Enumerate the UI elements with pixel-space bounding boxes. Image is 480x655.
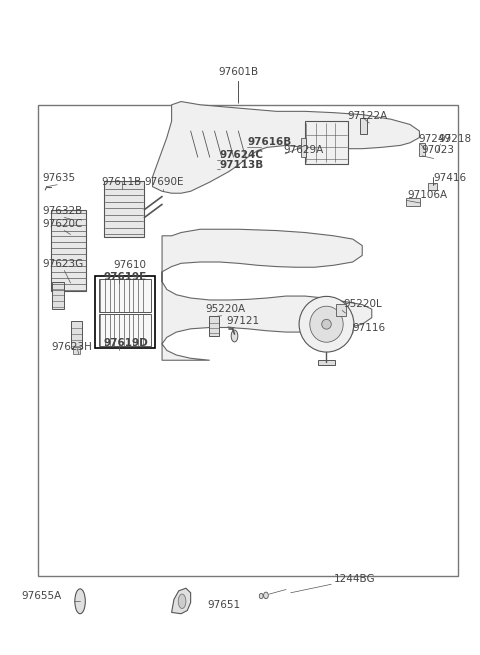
Text: 97623G: 97623G xyxy=(42,259,83,269)
Text: 97122A: 97122A xyxy=(347,111,387,121)
Bar xyxy=(318,360,335,365)
Bar xyxy=(52,282,64,309)
Text: 97601B: 97601B xyxy=(218,67,258,77)
Text: 97218: 97218 xyxy=(439,134,472,144)
Text: 97611B: 97611B xyxy=(101,177,142,187)
Bar xyxy=(99,279,151,312)
Text: 97023: 97023 xyxy=(422,145,455,155)
Ellipse shape xyxy=(75,589,85,614)
Text: 97651: 97651 xyxy=(207,601,240,610)
Bar xyxy=(305,121,348,164)
Text: 97620C: 97620C xyxy=(42,219,82,229)
Text: 97610: 97610 xyxy=(113,260,146,270)
Text: 97249: 97249 xyxy=(419,134,452,144)
Ellipse shape xyxy=(178,594,186,608)
Ellipse shape xyxy=(264,592,268,599)
Ellipse shape xyxy=(299,297,354,352)
Ellipse shape xyxy=(310,307,343,342)
Polygon shape xyxy=(171,588,191,614)
Bar xyxy=(360,118,367,134)
Text: 97616B: 97616B xyxy=(248,138,292,147)
Text: 1244BG: 1244BG xyxy=(334,574,375,584)
Bar xyxy=(336,304,346,316)
Text: 97116: 97116 xyxy=(353,323,386,333)
Text: 97635: 97635 xyxy=(42,174,75,183)
Text: 95220L: 95220L xyxy=(343,299,382,309)
Text: 97623H: 97623H xyxy=(51,343,92,352)
Bar xyxy=(38,105,457,576)
Text: 97690E: 97690E xyxy=(144,177,184,187)
Text: 97106A: 97106A xyxy=(408,190,448,200)
Text: 97629A: 97629A xyxy=(284,145,324,155)
Text: 97113B: 97113B xyxy=(219,160,264,170)
Text: 97416: 97416 xyxy=(434,174,467,183)
Text: 97624C: 97624C xyxy=(219,151,263,160)
Ellipse shape xyxy=(259,593,263,599)
Bar xyxy=(71,321,83,348)
Text: 97121: 97121 xyxy=(227,316,260,326)
Ellipse shape xyxy=(322,320,331,329)
Bar xyxy=(99,314,151,346)
Bar xyxy=(51,210,86,291)
Bar xyxy=(301,138,306,157)
Bar xyxy=(420,143,425,156)
Text: 97632B: 97632B xyxy=(42,206,82,216)
Text: 97619E: 97619E xyxy=(104,272,147,282)
Bar xyxy=(406,198,420,206)
Ellipse shape xyxy=(231,330,238,342)
Polygon shape xyxy=(162,229,372,360)
Bar xyxy=(104,181,144,237)
Text: 97655A: 97655A xyxy=(22,591,62,601)
Polygon shape xyxy=(153,102,420,193)
Text: 97619D: 97619D xyxy=(104,339,149,348)
Bar xyxy=(73,347,80,354)
Bar xyxy=(428,183,437,190)
Text: 95220A: 95220A xyxy=(205,305,245,314)
Bar xyxy=(209,316,219,336)
Bar xyxy=(96,276,155,348)
